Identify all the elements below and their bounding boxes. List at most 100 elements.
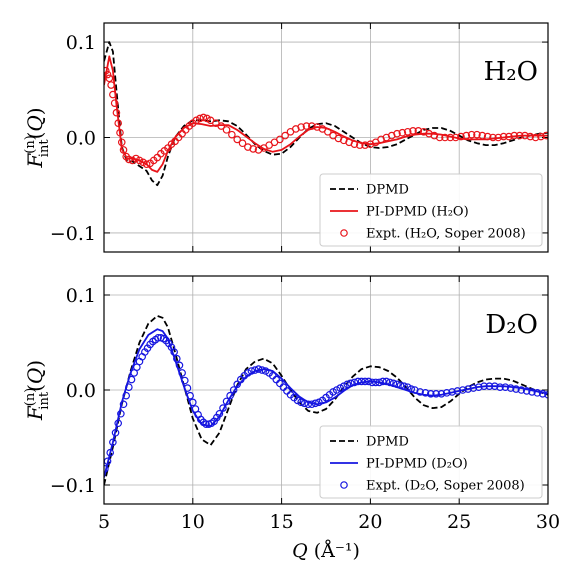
expt-point	[448, 388, 456, 396]
expt-point	[109, 438, 117, 447]
plot-frame	[103, 275, 549, 505]
expt-point	[496, 383, 504, 391]
y-tick-label: 0.1	[66, 285, 96, 307]
expt-point	[379, 377, 387, 386]
expt-point	[407, 385, 416, 393]
expt-point	[464, 385, 472, 393]
x-tick-label: 10	[181, 511, 205, 533]
expt-point	[154, 333, 162, 342]
expt-point	[202, 420, 210, 429]
x-tick-label: 30	[536, 511, 560, 533]
expt-point	[451, 133, 460, 142]
expt-point	[281, 131, 289, 140]
expt-point	[414, 127, 423, 135]
expt-point	[215, 409, 224, 418]
expt-point	[297, 398, 305, 407]
legend: DPMD PI-DPMD (D₂O) Expt. (D₂O, Soper 2008)	[319, 425, 543, 499]
expt-point	[219, 404, 227, 412]
legend-label: PI-DPMD (H₂O)	[366, 205, 469, 220]
expt-point	[371, 378, 380, 387]
expt-point	[489, 133, 497, 142]
y-tick-label: −0.1	[50, 223, 96, 245]
expt-point	[229, 386, 238, 394]
expt-point	[116, 128, 124, 137]
expt-point	[494, 133, 503, 142]
y-axis-label: F(n)int(Q)	[23, 360, 52, 421]
expt-point	[354, 377, 362, 386]
expt-point	[435, 133, 444, 142]
expt-point	[105, 74, 114, 83]
legend-label: DPMD	[366, 183, 409, 198]
expt-point	[186, 391, 194, 400]
expt-point	[247, 367, 256, 375]
expt-point	[347, 379, 355, 388]
expt-point	[416, 388, 424, 396]
expt-point	[542, 131, 548, 140]
expt-point	[173, 354, 181, 363]
expt-point	[474, 383, 483, 391]
expt-point	[499, 132, 508, 141]
legend-marker-expt	[340, 229, 348, 237]
expt-point	[178, 369, 186, 377]
expt-point	[125, 383, 133, 391]
expt-point	[119, 146, 128, 154]
panel-d2o: 5 10 15 20 25 30 0.1 0.0 −0.1 D₂O F(n)int(Q) Q (Å⁻¹…	[23, 275, 560, 562]
legend-label: Expt. (H₂O, Soper 2008)	[366, 227, 526, 242]
legend-marker-expt	[340, 481, 348, 489]
expt-point	[437, 389, 446, 398]
expt-point	[364, 377, 373, 386]
expt-point	[528, 388, 536, 396]
expt-point	[183, 384, 192, 392]
expt-point	[469, 384, 478, 392]
expt-point	[222, 397, 231, 406]
plot-frame	[103, 22, 549, 253]
expt-point	[446, 133, 455, 142]
expt-point	[175, 361, 184, 370]
series-dpmd-line	[104, 41, 548, 187]
expt-point	[228, 130, 236, 139]
expt-point	[501, 383, 510, 391]
expt-point	[441, 133, 449, 142]
expt-point	[409, 127, 417, 135]
expt-point	[538, 389, 547, 398]
expt-point	[393, 380, 401, 389]
expt-point	[457, 132, 465, 141]
expt-point	[515, 131, 524, 140]
expt-point	[485, 382, 494, 391]
expt-point	[279, 383, 288, 391]
expt-point	[104, 465, 109, 473]
expt-point	[526, 132, 535, 141]
x-tick-label: 5	[98, 511, 110, 533]
panel-label: D₂O	[485, 310, 538, 340]
expt-point	[512, 385, 520, 393]
expt-point	[119, 400, 128, 409]
x-tick-label: 15	[270, 511, 294, 533]
expt-point	[368, 378, 376, 387]
y-tick-label: 0.1	[66, 32, 96, 54]
expt-point	[251, 366, 259, 374]
expt-point	[398, 128, 407, 137]
expt-point	[386, 378, 394, 387]
y-tick-label: −0.1	[50, 475, 96, 497]
expt-point	[272, 375, 281, 384]
expt-point	[233, 380, 242, 389]
expt-point	[396, 381, 405, 390]
expt-point	[181, 376, 189, 385]
expt-point	[226, 391, 234, 400]
legend: DPMD PI-DPMD (H₂O) Expt. (H₂O, Soper 2008)	[319, 173, 543, 247]
expt-point	[421, 389, 430, 397]
expt-point	[483, 132, 492, 141]
expt-point	[533, 389, 542, 397]
expt-point	[403, 127, 412, 136]
expt-point	[117, 409, 125, 418]
panel-h2o: 0.1 0.0 −0.1 H₂O F(n)int(Q) DPMD PI-DPMD (H₂O)…	[23, 22, 549, 253]
expt-point	[127, 375, 136, 384]
expt-point	[283, 387, 291, 395]
expt-point	[109, 90, 117, 99]
expt-point	[506, 384, 515, 392]
expt-point	[112, 108, 121, 117]
expt-point	[350, 140, 359, 148]
expt-point	[432, 389, 440, 398]
expt-point	[522, 387, 531, 395]
